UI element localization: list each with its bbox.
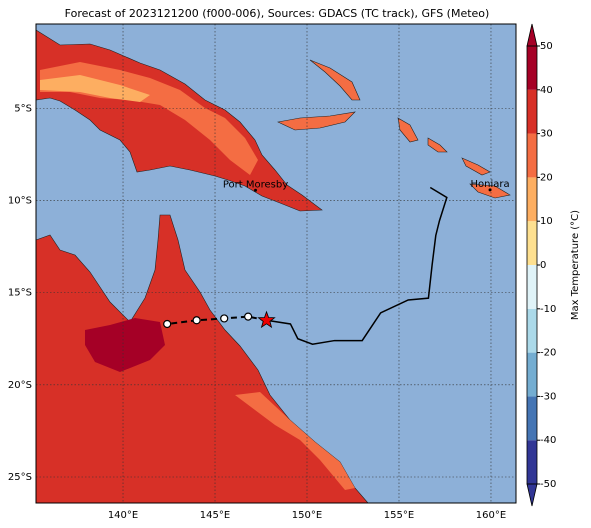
x-tick-label: 155°E (384, 510, 414, 521)
colorbar-extend-bottom (526, 483, 538, 507)
colorbar-tick-label: -20 (540, 348, 556, 359)
y-tick-label: 25°S (8, 472, 32, 483)
colorbar-band (527, 177, 537, 222)
colorbar-tick-label: 10 (540, 216, 553, 227)
place-label: Honiara (470, 179, 509, 190)
highlands-peak (40, 75, 150, 102)
x-tick-label: 145°E (200, 510, 230, 521)
new-britain (277, 111, 356, 131)
x-tick-label: 140°E (108, 510, 138, 521)
colorbar-label: Max Temperature (°C) (570, 210, 581, 320)
colorbar-band (527, 308, 537, 353)
colorbar-tick-label: -30 (540, 391, 556, 402)
current-position (257, 310, 276, 329)
y-tick-label: 20°S (8, 380, 32, 391)
forecast-point (220, 314, 229, 323)
y-tick-label: 15°S (8, 288, 32, 299)
colorbar-band (527, 396, 537, 441)
solomons-2 (461, 157, 491, 176)
colorbar-band (527, 89, 537, 134)
colorbar-tick-label: 20 (540, 172, 553, 183)
grid (36, 24, 516, 503)
colorbar-tick-label: -40 (540, 435, 556, 446)
colorbar: -50 -40 -30 -20 -10 0 10 20 30 40 50 (526, 23, 556, 507)
colorbar-band (527, 46, 537, 90)
solomons-1 (427, 137, 448, 153)
map-frame (35, 23, 517, 504)
x-tick-label: 150°E (292, 510, 322, 521)
colorbar-band (527, 352, 537, 397)
land (35, 29, 511, 504)
x-tick-label: 160°E (476, 510, 506, 521)
colorbar-band (527, 265, 537, 309)
forecast-point (244, 312, 253, 321)
place-dot (488, 188, 492, 192)
hot-interior (85, 318, 165, 372)
colorbar-tick-label: 30 (540, 129, 553, 140)
tc-track (266, 186, 448, 346)
colorbar-tick-label: -50 (540, 479, 556, 490)
colorbar-tick-label: 0 (540, 260, 546, 271)
place-dot (253, 188, 257, 192)
colorbar-tick-label: -10 (540, 304, 556, 315)
y-tick-label: 10°S (8, 195, 32, 206)
y-tick-label: 5°S (14, 103, 32, 114)
colorbar-extend-top (526, 23, 538, 47)
colorbar-band (527, 440, 537, 484)
new-ireland (309, 59, 361, 101)
colorbar-band (527, 133, 537, 178)
forecast-point (163, 319, 172, 329)
colorbar-tick-label: 50 (540, 41, 553, 52)
bougainville (397, 117, 419, 143)
title: Forecast of 2023121200 (f000-006), Sourc… (65, 7, 490, 20)
colorbar-tick-label: 40 (540, 85, 553, 96)
colorbar-band (527, 221, 537, 265)
place-label: Port Moresby (223, 179, 288, 190)
forecast-point (192, 316, 201, 325)
coastal-band (235, 392, 355, 490)
